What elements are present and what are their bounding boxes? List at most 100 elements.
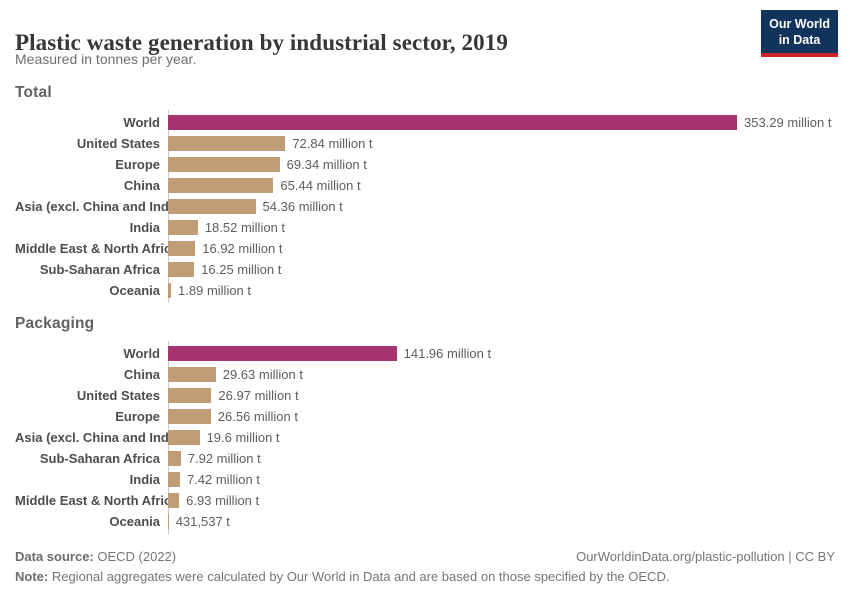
value-label: 54.36 million t <box>262 199 343 214</box>
bar-area: 7.42 million t <box>168 469 843 490</box>
bar[interactable] <box>168 115 737 130</box>
bar[interactable] <box>168 178 274 193</box>
value-label: 16.92 million t <box>202 241 283 256</box>
category-label: Sub-Saharan Africa <box>39 451 160 466</box>
bar-row: World 141.96 million t <box>15 343 843 364</box>
footnote-label: Note: <box>15 569 49 584</box>
bar-area: 19.6 million t <box>168 427 843 448</box>
value-label: 7.42 million t <box>186 472 260 487</box>
bar-row: Oceania 1.89 million t <box>15 280 843 301</box>
category-label: Middle East & North Africa <box>15 493 179 508</box>
bar-row: Oceania 431,537 t <box>15 511 843 532</box>
value-label: 19.6 million t <box>206 430 280 445</box>
value-label: 431,537 t <box>175 514 230 529</box>
bar[interactable] <box>168 199 256 214</box>
owid-logo[interactable]: Our World in Data <box>761 10 838 57</box>
bar-row: Middle East & North Africa 6.93 million t <box>15 490 843 511</box>
bar[interactable] <box>168 388 212 403</box>
bar-row: Sub-Saharan Africa 7.92 million t <box>15 448 843 469</box>
bar-row: Europe 26.56 million t <box>15 406 843 427</box>
bar-row: United States 26.97 million t <box>15 385 843 406</box>
category-label: United States <box>76 136 160 151</box>
bar-area: 16.25 million t <box>168 259 843 280</box>
footnote-text: Regional aggregates were calculated by O… <box>48 569 670 584</box>
bar[interactable] <box>168 220 198 235</box>
bar[interactable] <box>168 409 211 424</box>
bar-area: 18.52 million t <box>168 217 843 238</box>
bar-row: World 353.29 million t <box>15 112 843 133</box>
bar-area: 72.84 million t <box>168 133 843 154</box>
owid-logo-line2: in Data <box>778 33 821 47</box>
bar-area: 29.63 million t <box>168 364 843 385</box>
bar[interactable] <box>168 451 181 466</box>
data-source-label: Data source: <box>15 549 94 564</box>
bar-area: 54.36 million t <box>168 196 843 217</box>
category-label: Europe <box>115 409 160 424</box>
bar-area: 6.93 million t <box>168 490 843 511</box>
category-label: China <box>123 367 160 382</box>
bar-area: 353.29 million t <box>168 112 843 133</box>
bar[interactable] <box>168 493 180 508</box>
bar-area: 431,537 t <box>168 511 843 532</box>
bar[interactable] <box>168 367 216 382</box>
bar[interactable] <box>168 514 169 529</box>
packaging-bar-rows: World 141.96 million t China 29.63 million … <box>15 343 843 532</box>
bar[interactable] <box>168 136 286 151</box>
category-label: China <box>123 178 160 193</box>
bar-area: 141.96 million t <box>168 343 843 364</box>
bar-row: Sub-Saharan Africa 16.25 million t <box>15 259 843 280</box>
total-axis-line: World 353.29 million t United States 72.84 … <box>15 110 843 303</box>
category-label: World <box>123 346 160 361</box>
category-label: Oceania <box>109 283 160 298</box>
bar-row: China 29.63 million t <box>15 364 843 385</box>
packaging-chart: World 141.96 million t China 29.63 million … <box>15 341 843 534</box>
category-label: Asia (excl. China and India) <box>15 199 185 214</box>
total-chart: World 353.29 million t United States 72.84 … <box>15 110 843 303</box>
bar-area: 69.34 million t <box>168 154 843 175</box>
footnote: Note: Regional aggregates were calculate… <box>15 569 669 584</box>
section-heading-packaging: Packaging <box>15 315 95 332</box>
bar-row: India 7.42 million t <box>15 469 843 490</box>
bar-area: 1.89 million t <box>168 280 843 301</box>
bar[interactable] <box>168 472 180 487</box>
category-label: World <box>123 115 160 130</box>
bar[interactable] <box>168 346 397 361</box>
value-label: 72.84 million t <box>292 136 373 151</box>
value-label: 7.92 million t <box>187 451 261 466</box>
category-label: Sub-Saharan Africa <box>39 262 160 277</box>
category-label: Asia (excl. China and India) <box>15 430 185 445</box>
bar-row: China 65.44 million t <box>15 175 843 196</box>
data-source: Data source: OECD (2022) <box>15 549 176 564</box>
data-source-value: OECD (2022) <box>93 549 177 564</box>
bar[interactable] <box>168 241 196 256</box>
bar-row: United States 72.84 million t <box>15 133 843 154</box>
bar-row: Europe 69.34 million t <box>15 154 843 175</box>
bar-area: 16.92 million t <box>168 238 843 259</box>
bar-area: 26.97 million t <box>168 385 843 406</box>
bar-area: 7.92 million t <box>168 448 843 469</box>
bar-row: Asia (excl. China and India) 19.6 million… <box>15 427 843 448</box>
bar-area: 26.56 million t <box>168 406 843 427</box>
packaging-axis-line: World 141.96 million t China 29.63 million … <box>15 341 843 534</box>
bar[interactable] <box>168 157 280 172</box>
bar-row: India 18.52 million t <box>15 217 843 238</box>
value-label: 353.29 million t <box>744 115 832 130</box>
bar[interactable] <box>168 430 200 445</box>
page-subtitle: Measured in tonnes per year. <box>15 51 197 67</box>
bar[interactable] <box>168 262 195 277</box>
category-label: India <box>129 472 160 487</box>
category-label: United States <box>76 388 160 403</box>
bar[interactable] <box>168 283 172 298</box>
value-label: 6.93 million t <box>186 493 260 508</box>
total-bar-rows: World 353.29 million t United States 72.84 … <box>15 112 843 301</box>
attribution-link[interactable]: OurWorldinData.org/plastic-pollution | C… <box>576 549 835 564</box>
owid-logo-line1: Our World <box>769 17 830 31</box>
category-label: Europe <box>115 157 160 172</box>
bar-row: Asia (excl. China and India) 54.36 millio… <box>15 196 843 217</box>
value-label: 16.25 million t <box>201 262 282 277</box>
section-heading-total: Total <box>15 84 52 101</box>
value-label: 65.44 million t <box>280 178 361 193</box>
page-title: Plastic waste generation by industrial s… <box>15 30 508 56</box>
value-label: 141.96 million t <box>403 346 492 361</box>
